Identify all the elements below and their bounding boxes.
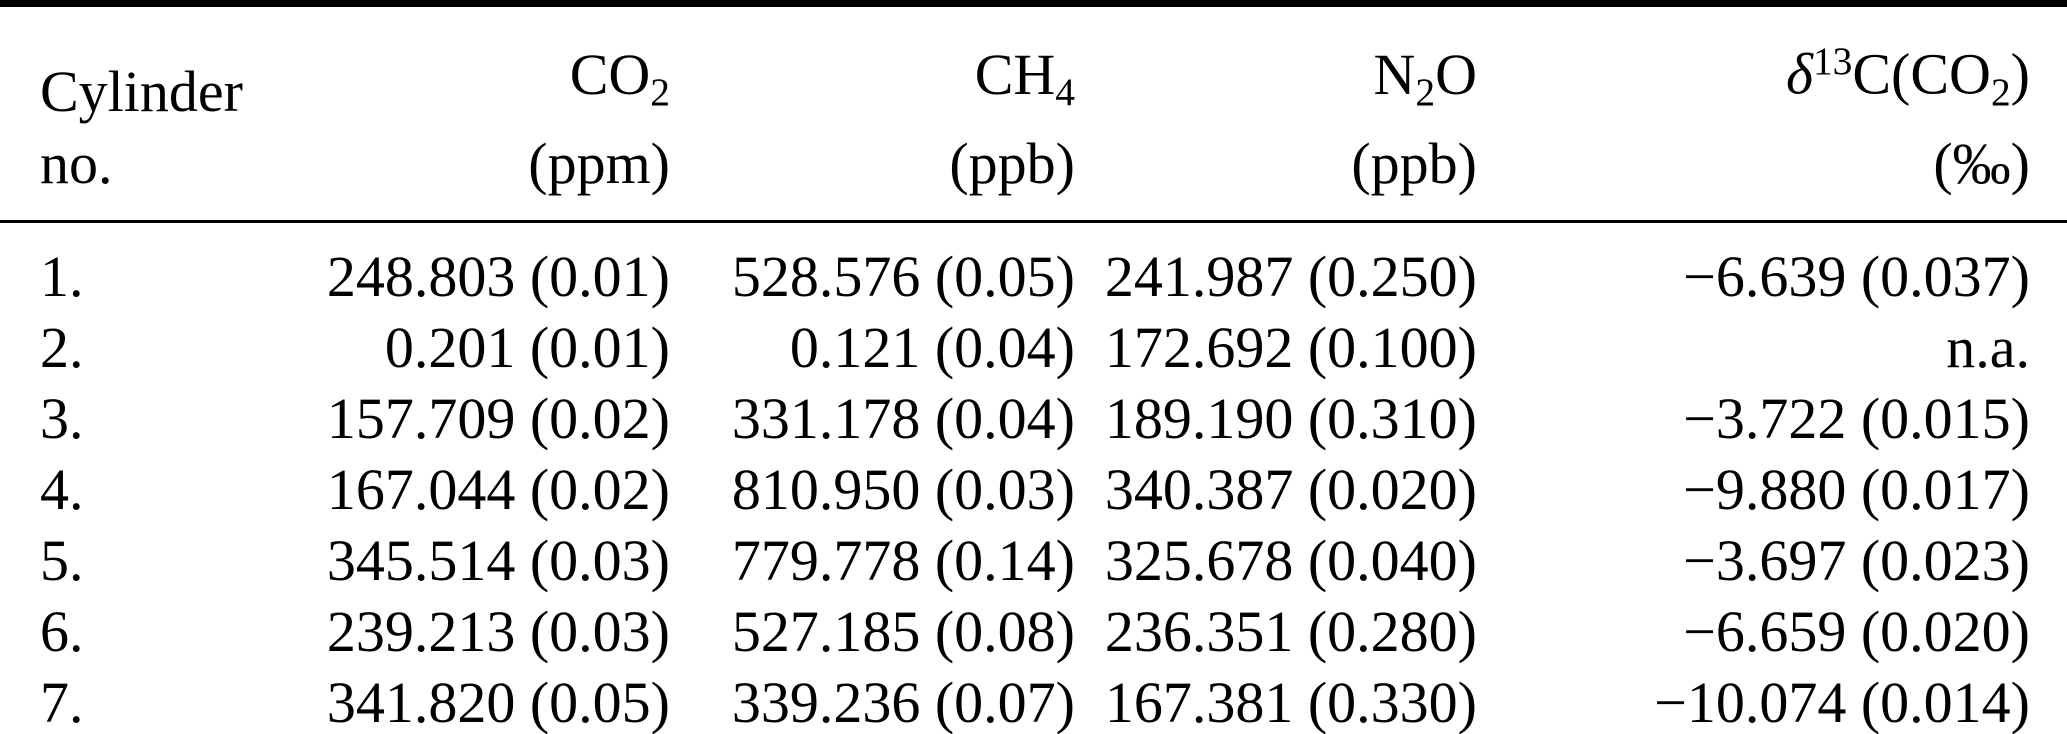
- header-n2o-name: N2O: [1075, 39, 1478, 128]
- header-n2o: N2O (ppb): [1075, 4, 1477, 222]
- co2-base: CO: [569, 41, 651, 107]
- table-row: 1. 248.803 (0.01) 528.576 (0.05) 241.987…: [0, 221, 2067, 312]
- table-row: 2. 0.201 (0.01) 0.121 (0.04) 172.692 (0.…: [0, 312, 2067, 383]
- header-cylinder-line1: Cylinder: [40, 58, 243, 124]
- cell-n2o: 241.987 (0.250): [1104, 243, 1477, 309]
- ch4-base: CH: [974, 41, 1056, 107]
- cell-ch4: 0.121 (0.04): [789, 314, 1075, 380]
- table-header: Cylinder no. CO2 (ppm) CH4 (ppb) N2O (pp…: [0, 4, 2067, 222]
- cell-ch4: 527.185 (0.08): [731, 598, 1075, 664]
- header-d13c-co2: δ13C(CO2) (‰): [1477, 4, 2067, 222]
- table-row: 4. 167.044 (0.02) 810.950 (0.03) 340.387…: [0, 454, 2067, 525]
- cell-co2: 0.201 (0.01): [384, 314, 670, 380]
- header-d13c-name: δ13C(CO2): [1477, 25, 2030, 128]
- cell-d13c: −9.880 (0.017): [1683, 456, 2030, 522]
- d13c-subscript: 2: [1990, 69, 2011, 114]
- header-co2-name: CO2: [280, 39, 670, 128]
- n2o-post: O: [1435, 41, 1477, 107]
- cell-cylinder-no: 7.: [40, 669, 84, 734]
- cell-d13c: −10.074 (0.014): [1654, 669, 2030, 734]
- cell-n2o: 236.351 (0.280): [1104, 598, 1477, 664]
- cell-co2: 248.803 (0.01): [326, 243, 670, 309]
- cell-d13c: −6.639 (0.037): [1683, 243, 2030, 309]
- cell-co2: 345.514 (0.03): [326, 527, 670, 593]
- cell-cylinder-no: 2.: [40, 314, 84, 380]
- cell-n2o: 189.190 (0.310): [1104, 385, 1477, 451]
- cell-ch4: 810.950 (0.03): [731, 456, 1075, 522]
- cell-ch4: 339.236 (0.07): [731, 669, 1075, 734]
- header-cylinder-line2: no.: [40, 130, 113, 196]
- cell-cylinder-no: 4.: [40, 456, 84, 522]
- cell-d13c: n.a.: [1946, 314, 2030, 380]
- cell-d13c: −6.659 (0.020): [1683, 598, 2030, 664]
- table-row: 6. 239.213 (0.03) 527.185 (0.08) 236.351…: [0, 596, 2067, 667]
- d13c-superscript: 13: [1812, 39, 1853, 83]
- cell-cylinder-no: 6.: [40, 598, 84, 664]
- header-d13c-unit: (‰): [1933, 130, 2030, 196]
- header-cylinder-no: Cylinder no.: [0, 4, 280, 222]
- header-ch4: CH4 (ppb): [670, 4, 1075, 222]
- cell-cylinder-no: 1.: [40, 243, 84, 309]
- header-ch4-unit: (ppb): [949, 130, 1075, 196]
- header-co2: CO2 (ppm): [280, 4, 670, 222]
- cell-d13c: −3.697 (0.023): [1683, 527, 2030, 593]
- cell-n2o: 172.692 (0.100): [1104, 314, 1477, 380]
- header-row: Cylinder no. CO2 (ppm) CH4 (ppb) N2O (pp…: [0, 4, 2067, 222]
- n2o-subscript: 2: [1415, 69, 1436, 114]
- header-ch4-name: CH4: [670, 39, 1075, 128]
- cell-ch4: 528.576 (0.05): [731, 243, 1075, 309]
- table-body: 1. 248.803 (0.01) 528.576 (0.05) 241.987…: [0, 221, 2067, 734]
- cell-co2: 167.044 (0.02): [326, 456, 670, 522]
- header-n2o-unit: (ppb): [1351, 130, 1477, 196]
- table-row: 3. 157.709 (0.02) 331.178 (0.04) 189.190…: [0, 383, 2067, 454]
- d13c-end: ): [2010, 41, 2030, 107]
- cell-n2o: 325.678 (0.040): [1104, 527, 1477, 593]
- cell-n2o: 167.381 (0.330): [1104, 669, 1477, 734]
- cell-co2: 239.213 (0.03): [326, 598, 670, 664]
- cell-ch4: 779.778 (0.14): [731, 527, 1075, 593]
- delta-symbol: δ: [1785, 41, 1813, 107]
- cell-cylinder-no: 3.: [40, 385, 84, 451]
- ch4-subscript: 4: [1055, 69, 1075, 114]
- d13c-mid: C(CO: [1852, 41, 1991, 107]
- cell-co2: 157.709 (0.02): [326, 385, 670, 451]
- co2-subscript: 2: [650, 69, 670, 114]
- table-row: 7. 341.820 (0.05) 339.236 (0.07) 167.381…: [0, 667, 2067, 734]
- cell-d13c: −3.722 (0.015): [1683, 385, 2030, 451]
- cell-cylinder-no: 5.: [40, 527, 84, 593]
- table-row: 5. 345.514 (0.03) 779.778 (0.14) 325.678…: [0, 525, 2067, 596]
- cell-ch4: 331.178 (0.04): [731, 385, 1075, 451]
- cell-co2: 341.820 (0.05): [326, 669, 670, 734]
- cell-n2o: 340.387 (0.020): [1104, 456, 1477, 522]
- n2o-pre: N: [1373, 41, 1416, 107]
- header-co2-unit: (ppm): [528, 130, 670, 196]
